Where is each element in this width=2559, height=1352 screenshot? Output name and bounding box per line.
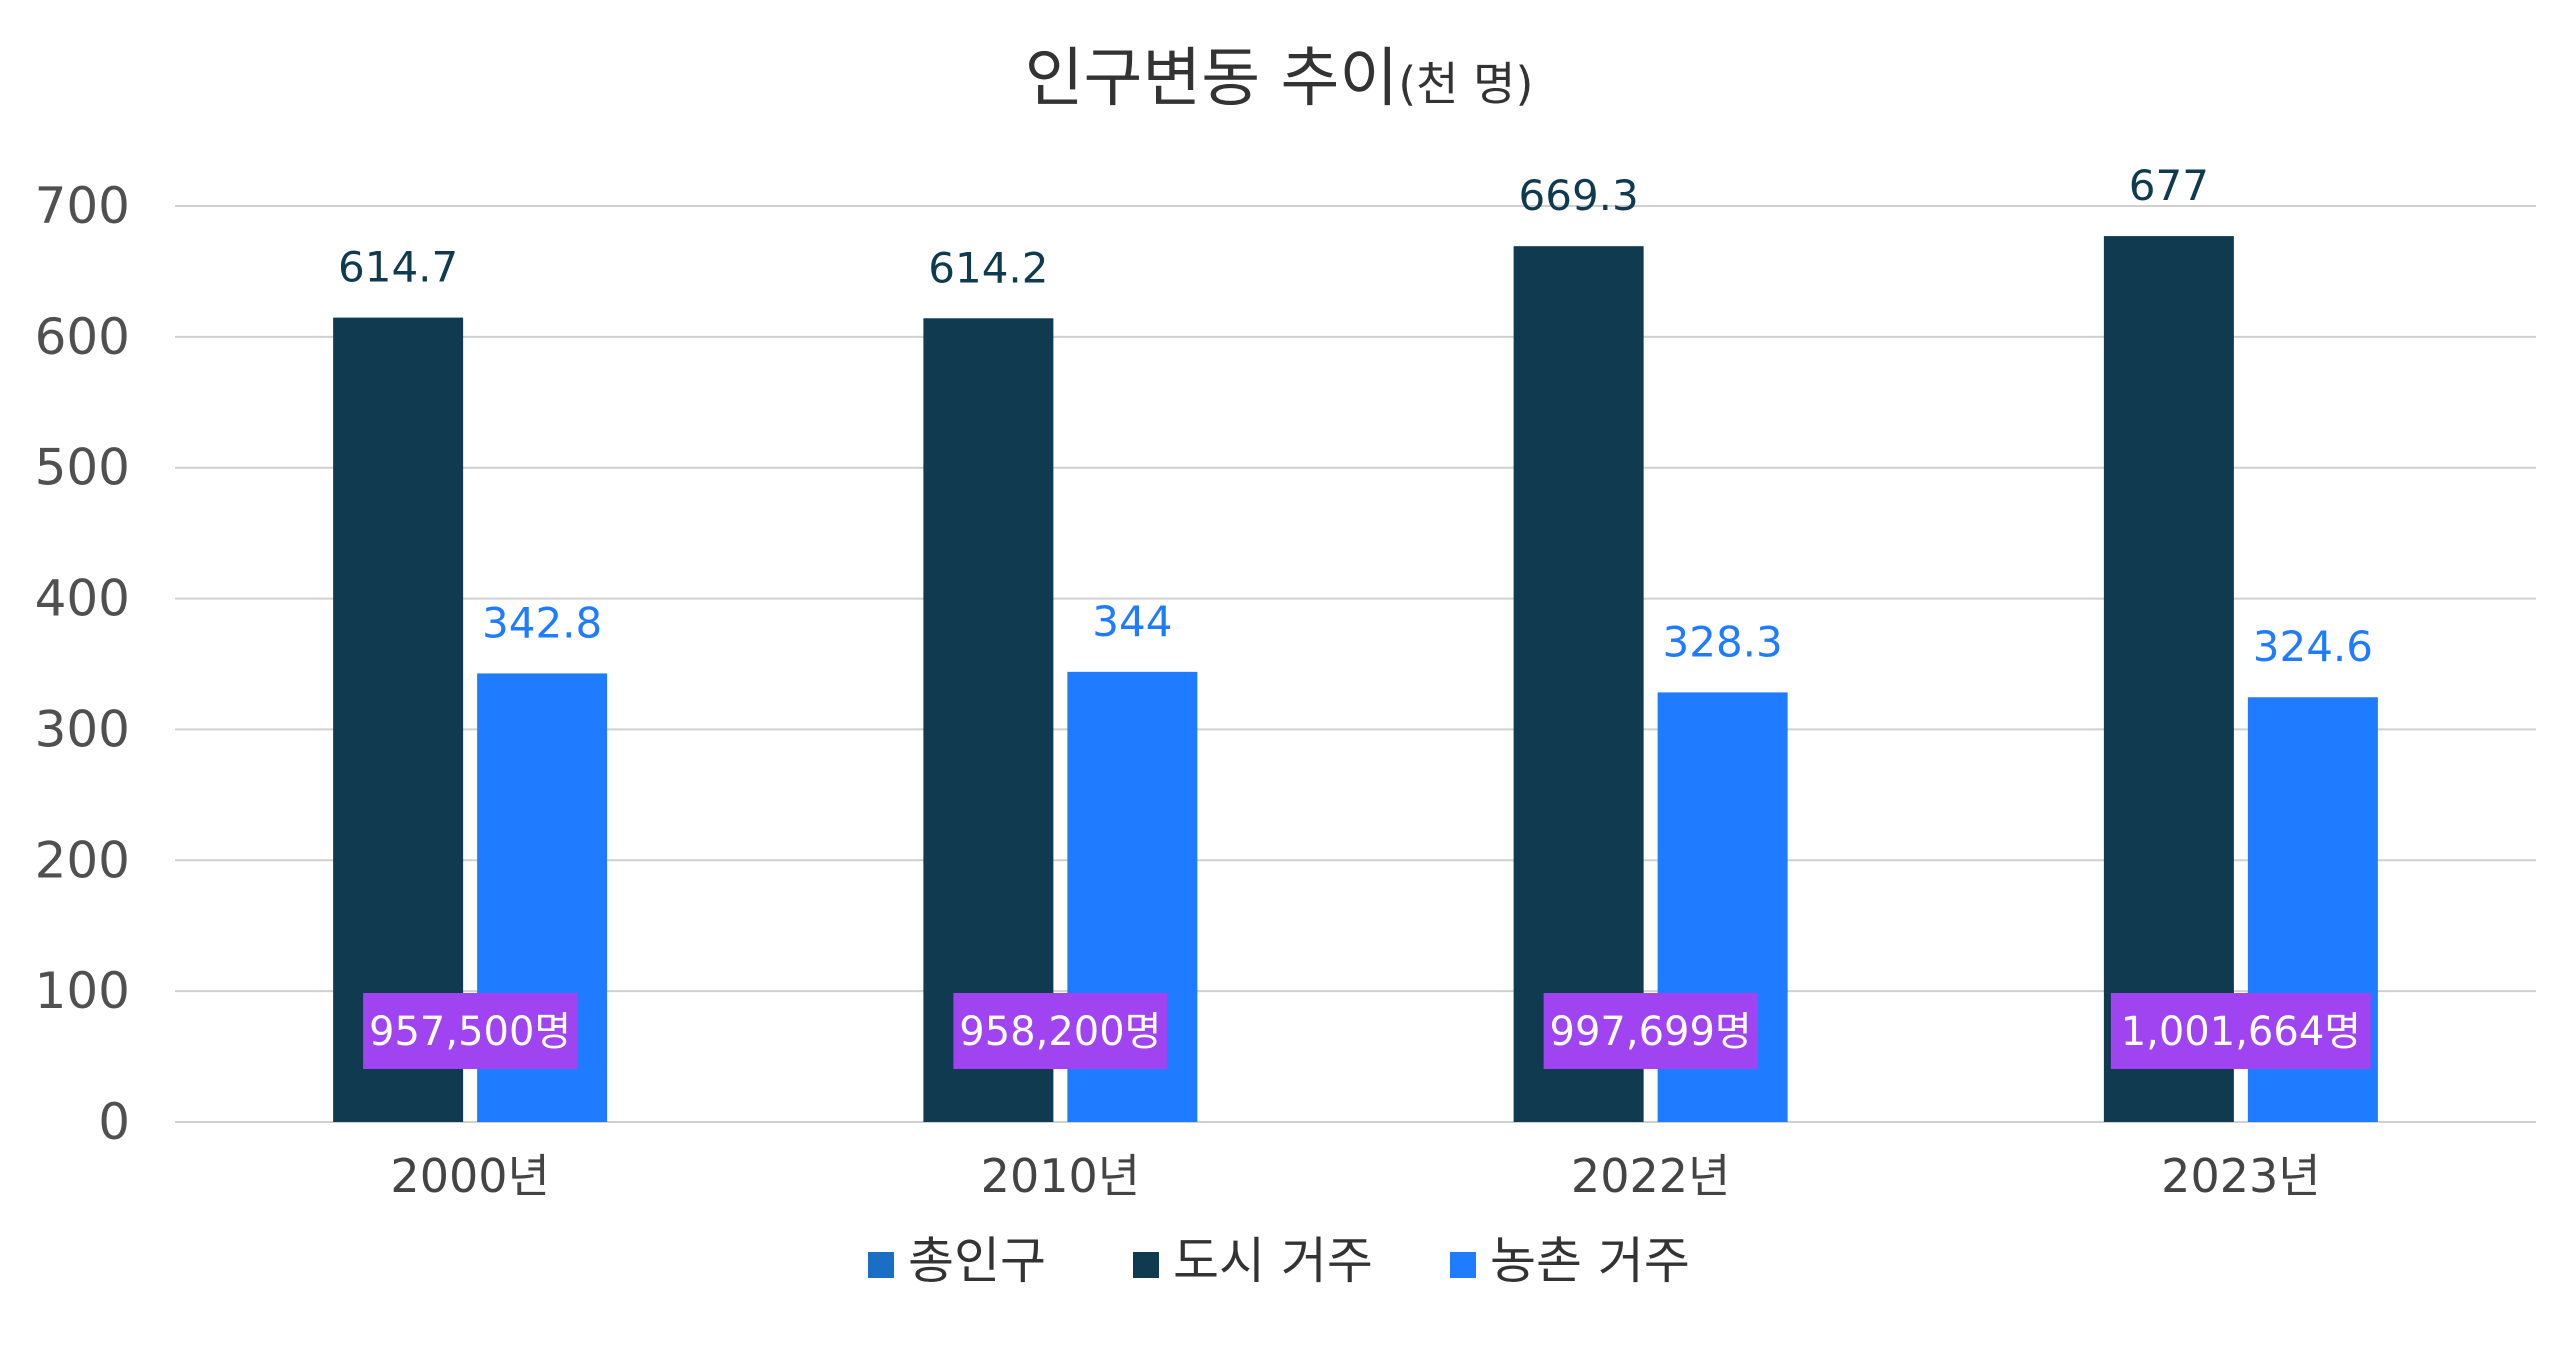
- legend-swatch: [1450, 1252, 1476, 1278]
- data-labels: 614.7 342.8 614.2 344 669.3 328.3 677 324.6: [338, 161, 2373, 671]
- bar-urban-2: [1513, 246, 1644, 1122]
- bar-urban-0: [333, 317, 464, 1122]
- y-tick-label: 500: [35, 439, 130, 497]
- chart-title-main: 인구변동 추이: [1025, 42, 1399, 116]
- legend-swatch: [868, 1252, 894, 1278]
- chart-title-group: 인구변동 추이(천 명): [1025, 42, 1534, 116]
- legend-swatch: [1133, 1252, 1159, 1278]
- bar-urban-1: [923, 318, 1054, 1123]
- legend-item: 총인구: [868, 1232, 1046, 1290]
- legend-item: 농촌 거주: [1450, 1232, 1690, 1290]
- data-label-rural: 342.8: [482, 598, 602, 647]
- legend-item: 도시 거주: [1133, 1232, 1373, 1290]
- data-label-rural: 344: [1092, 597, 1172, 646]
- y-tick-label: 700: [35, 177, 130, 235]
- x-tick-label: 2010년: [981, 1149, 1140, 1203]
- y-tick-label: 600: [35, 308, 130, 366]
- y-tick-label: 100: [35, 962, 130, 1020]
- total-label-group: 957,500명: [363, 993, 578, 1069]
- legend-label: 농촌 거주: [1490, 1232, 1690, 1290]
- y-tick-label: 300: [35, 700, 130, 758]
- total-label-group: 958,200명: [953, 993, 1168, 1069]
- total-label-box: [1543, 993, 1758, 1069]
- x-tick-label: 2022년: [1571, 1149, 1730, 1203]
- y-tick-label: 0: [98, 1093, 130, 1151]
- legend-label: 총인구: [908, 1232, 1046, 1290]
- data-label-urban: 614.7: [338, 243, 458, 292]
- x-axis-ticks: 2000년 2010년 2022년 2023년: [390, 1149, 2320, 1203]
- x-tick-label: 2000년: [390, 1149, 549, 1203]
- bars: [333, 236, 2378, 1123]
- total-label: 997,699명: [1550, 1009, 1752, 1055]
- bar-urban-3: [2103, 236, 2234, 1122]
- data-label-urban: 677: [2129, 161, 2209, 210]
- total-label-box: [363, 993, 578, 1069]
- total-label: 957,500명: [369, 1009, 571, 1055]
- y-tick-label: 400: [35, 570, 130, 628]
- total-labels: 957,500명 958,200명 997,699명 1,001,664명: [363, 993, 2371, 1069]
- total-label-group: 1,001,664명: [2110, 993, 2371, 1069]
- data-label-rural: 324.6: [2253, 622, 2373, 671]
- legend: 총인구 도시 거주 농촌 거주: [868, 1232, 1690, 1290]
- chart-title-unit: (천 명): [1398, 57, 1533, 111]
- chart-title: 인구변동 추이(천 명): [1025, 42, 1534, 116]
- total-label-box: [2110, 993, 2371, 1069]
- total-label: 958,200명: [959, 1009, 1161, 1055]
- data-label-rural: 328.3: [1663, 617, 1783, 666]
- total-label-group: 997,699명: [1543, 993, 1758, 1069]
- legend-label: 도시 거주: [1173, 1232, 1373, 1290]
- x-tick-label: 2023년: [2161, 1149, 2320, 1203]
- data-label-urban: 669.3: [1519, 171, 1639, 220]
- data-label-urban: 614.2: [928, 243, 1048, 292]
- total-label-box: [953, 993, 1168, 1069]
- y-axis-ticks: 0 100 200 300 400 500 600 700: [35, 177, 130, 1151]
- total-label: 1,001,664명: [2121, 1009, 2361, 1055]
- y-tick-label: 200: [35, 831, 130, 889]
